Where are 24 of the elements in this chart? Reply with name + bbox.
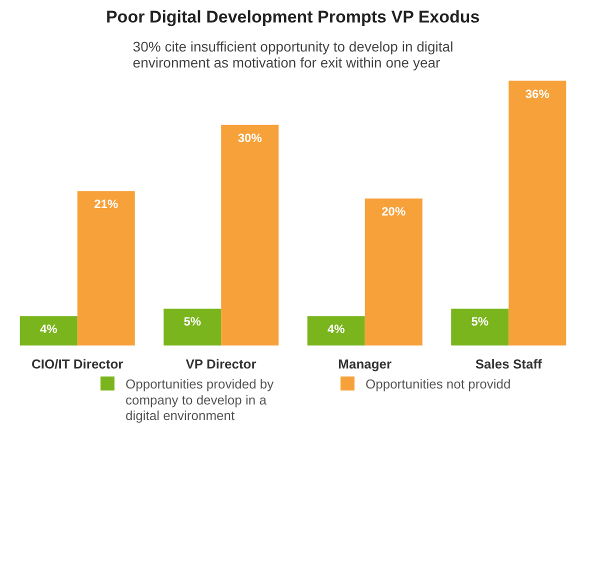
data-label: 20% [382,204,406,218]
legend-label: Opportunities not providd [366,376,511,392]
data-label: 4% [327,322,346,336]
bar [164,308,222,346]
bar [451,308,509,346]
x-tick-label: CIO/IT Director [32,356,124,372]
data-label: 21% [94,197,118,212]
bar [508,80,566,346]
data-label: 36% [525,86,550,101]
data-label: 5% [184,314,202,329]
bar [77,191,135,346]
bar [364,198,422,346]
x-tick-label: VP Director [186,356,256,372]
bar [221,124,279,346]
x-tick-label: Sales Staff [475,356,543,372]
bar [20,316,78,346]
chart-title: Poor Digital Development Prompts VP Exodus [106,8,480,26]
bar [307,316,365,346]
chart-subtitle: 30% cite insufficient opportunity to develop in digital environment as motivation for exit within one year [132,38,454,70]
legend-label: Opportunities provided by company to develop in a digital environment [126,376,274,423]
data-label: 4% [40,322,58,336]
data-label: 5% [471,314,489,329]
x-tick-label: Manager [338,356,392,372]
data-label: 30% [238,130,262,145]
